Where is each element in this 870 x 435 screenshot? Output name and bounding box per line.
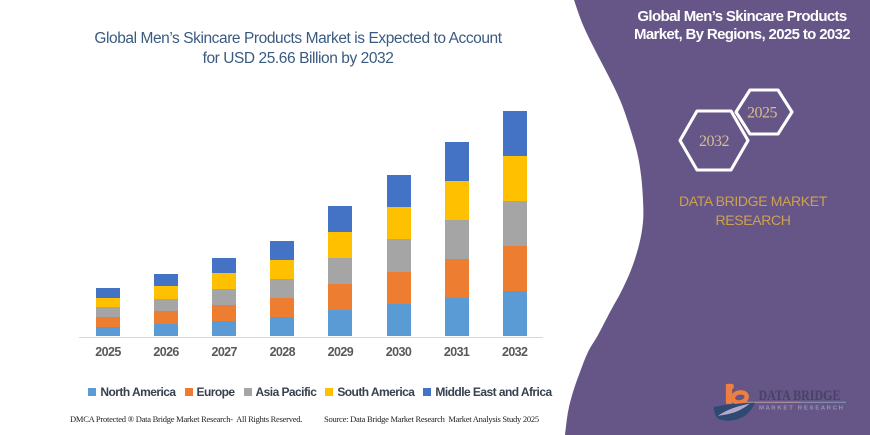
svg-text:2032: 2032: [699, 133, 730, 150]
svg-text:M A R K E T R E S E A R C H: M A R K E T R E S E A R C H: [759, 405, 843, 411]
svg-text:DATA BRIDGE: DATA BRIDGE: [759, 388, 841, 404]
svg-text:2025: 2025: [747, 105, 778, 122]
